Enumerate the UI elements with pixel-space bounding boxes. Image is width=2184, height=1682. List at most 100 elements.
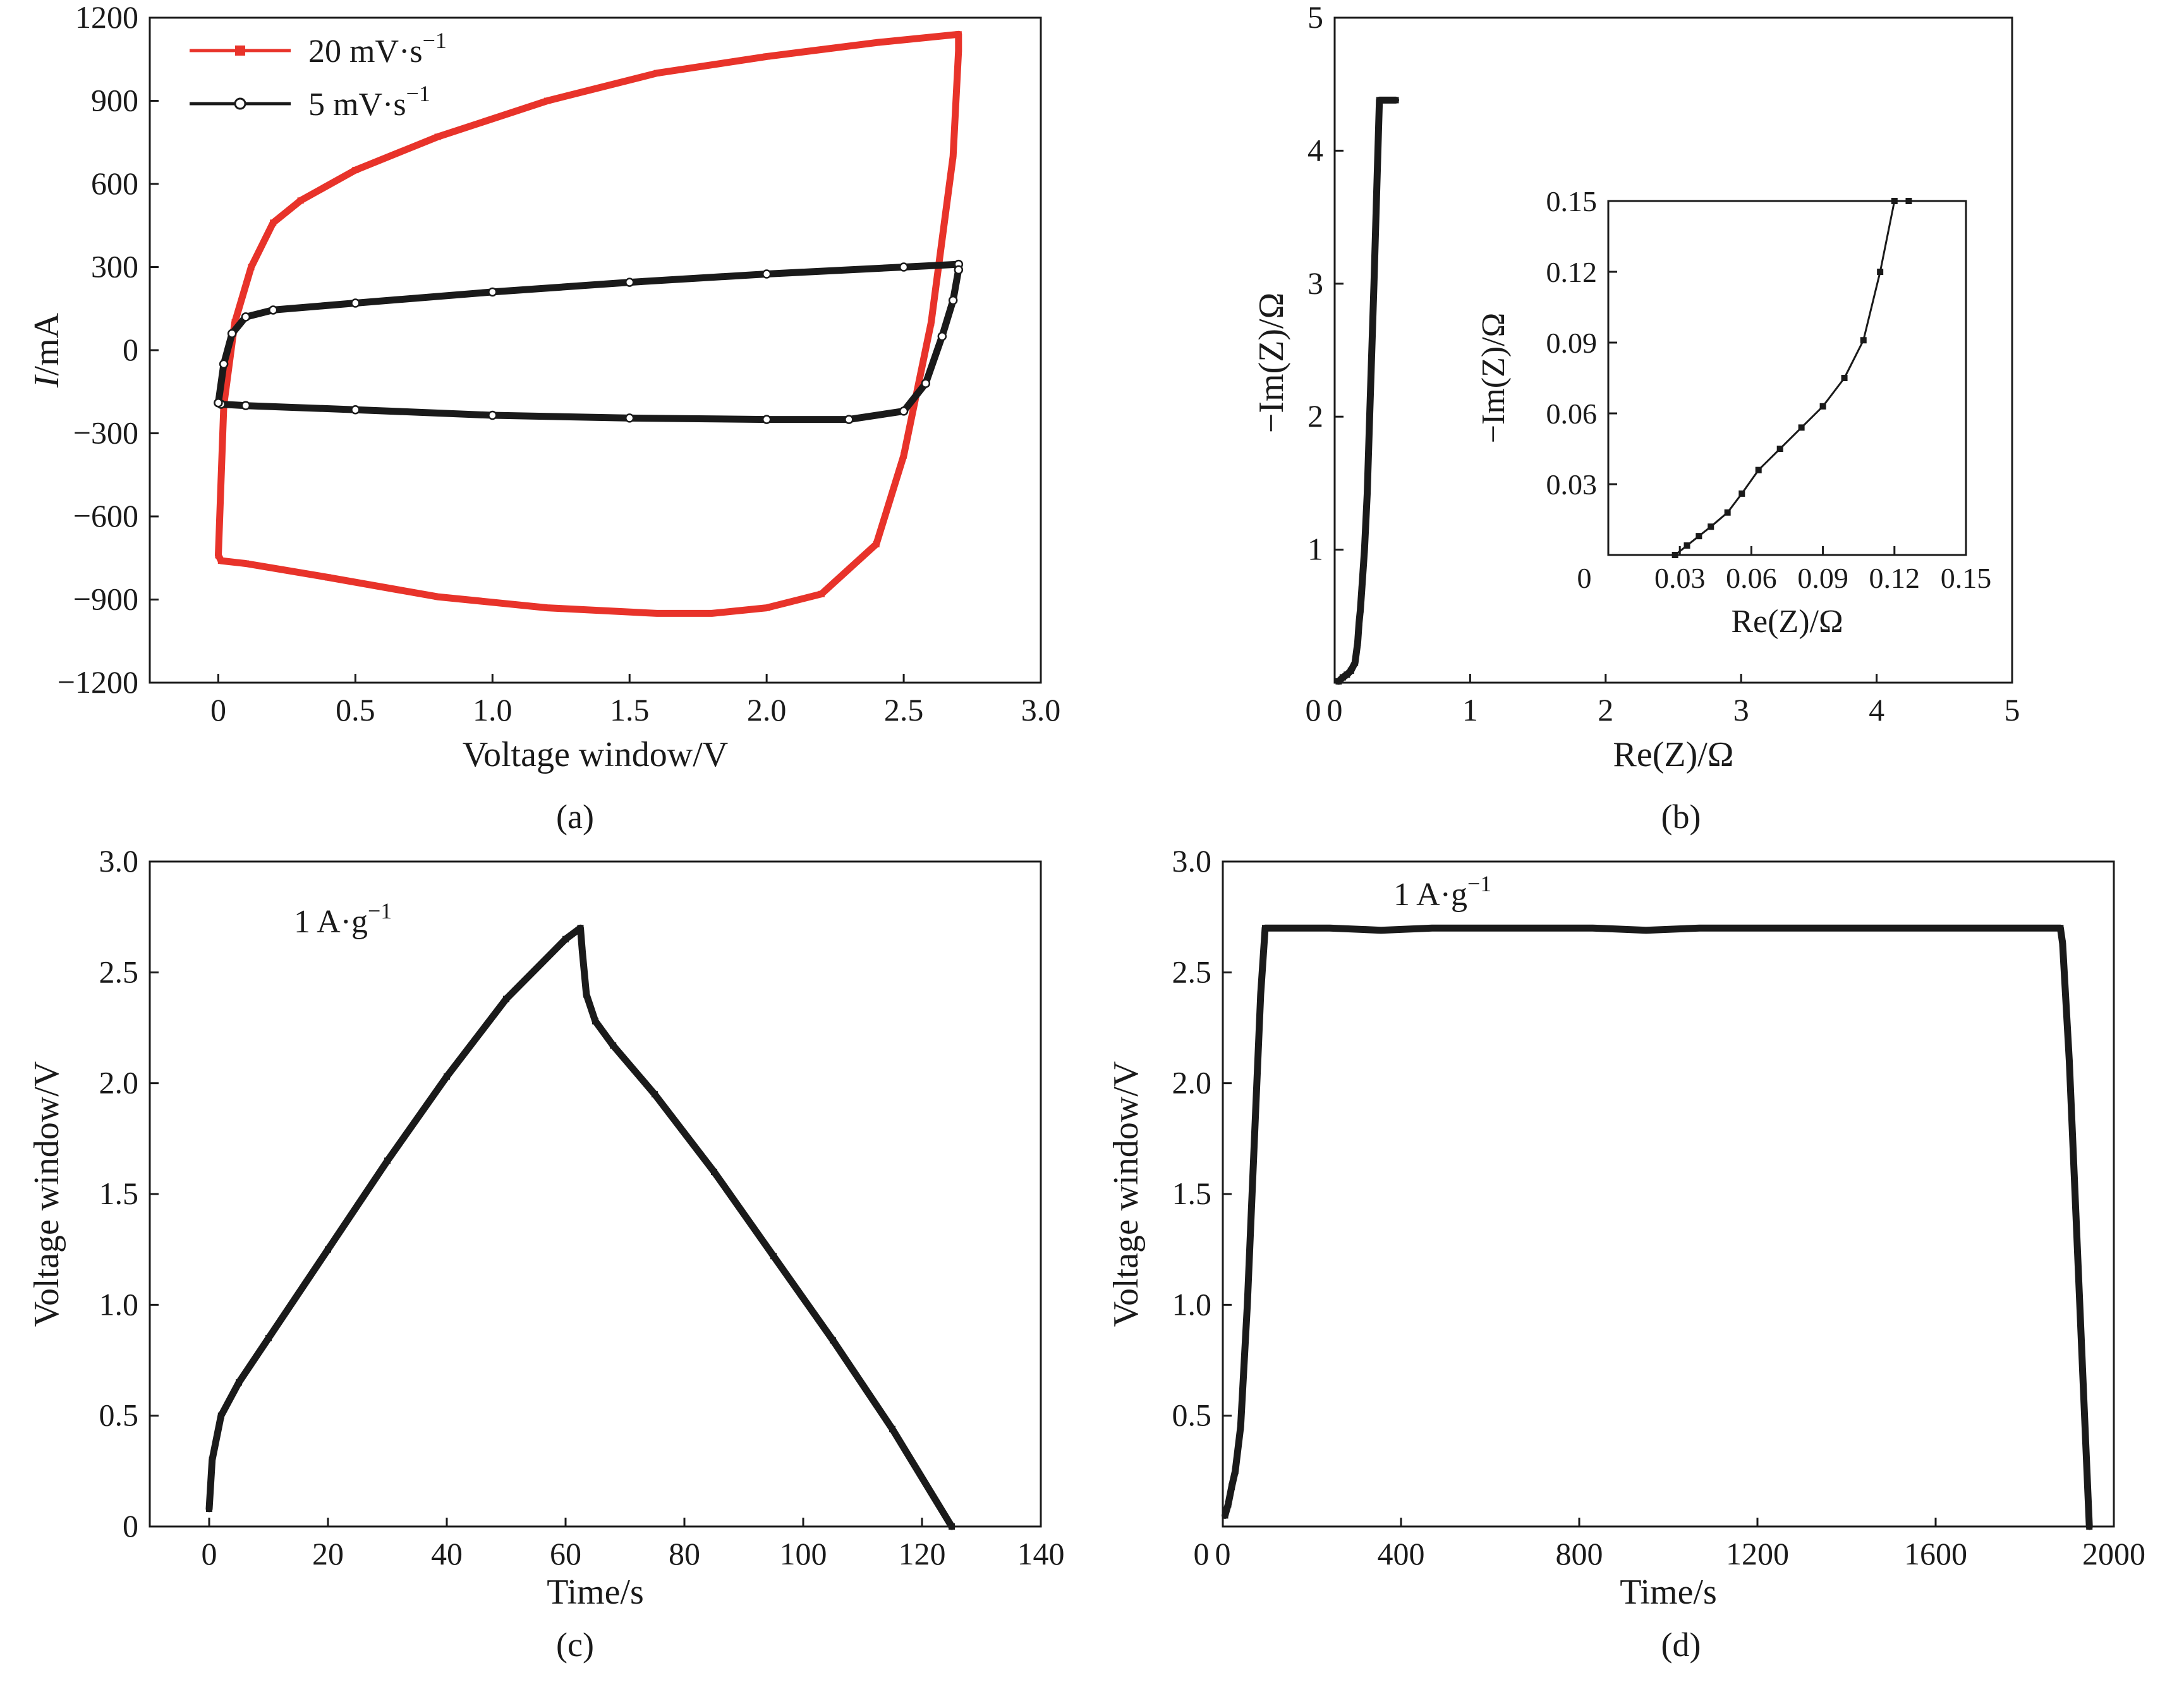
c-x-tick-label: 60 [550,1536,581,1571]
a-data-point [761,269,772,279]
a-data-point [763,53,770,60]
legend-entry: 5 mV·s−1 [308,81,430,123]
d-y-tick-label: 2.0 [1172,1065,1212,1100]
b-inset-y-tick-label: 0.03 [1546,468,1598,501]
panel-c-charge-discharge: 0 20 40 60 80 100 120 140 0 0.5 1.0 1.5 2.0 2.5 3.0 Tim… [27,843,1065,1664]
b-data-point [1361,546,1368,553]
legend-swatch-marker [234,97,246,110]
b-data-point [1366,406,1373,413]
c-current-density-annotation: 1 A·g−1 [294,898,392,940]
a-data-point [899,406,909,416]
a-y-tick-label: 300 [91,249,138,284]
a-data-point [219,359,229,369]
a-data-point [351,298,360,308]
d-data-point [1257,991,1264,998]
d-data-point [2086,1523,2093,1530]
a-y-tick-label: −300 [73,415,138,451]
d-y-tick-label: 1.0 [1172,1286,1212,1322]
c-y-tick-label: 2.5 [99,954,139,989]
a-x-tick-label: 2.5 [884,692,924,728]
b-data-point [1371,280,1378,287]
b-inset-y-tick-label: 0.12 [1546,256,1598,288]
c-data-point [592,1018,598,1025]
c-y-tick-label: 3.0 [99,843,139,879]
a-data-point [242,560,249,567]
d-data-point [1803,925,1810,932]
b-inset-x-axis-title: Re(Z)/Ω [1731,604,1843,640]
a-data-point [873,540,880,547]
b-inset-data-point [1819,403,1826,410]
b-y-axis-title: −Im(Z)/Ω [1252,293,1291,433]
b-inset-data-point [1684,542,1690,549]
b-inset-x-tick-label: 0.06 [1726,562,1777,594]
d-data-point [1244,1301,1251,1308]
d-frame [1222,860,2115,1528]
c-data-point [562,935,569,942]
a-data-point [937,331,947,341]
c-data-point [265,1334,272,1341]
b-origin-label: 0 [1306,692,1321,728]
c-current-density-annotation-main: 1 A·g [294,904,368,940]
legend-entry-main: 5 mV·s [308,87,406,123]
legend-entry-main: 20 mV·s [308,34,423,70]
d-x-tick-label: 800 [1556,1536,1603,1571]
a-data-point [624,413,634,423]
b-inset-data-point [1905,198,1912,204]
a-data-point [950,153,957,160]
c-y-tick-label: 2.0 [99,1065,139,1100]
d-data-point [1378,927,1385,934]
a-data-point [928,319,935,326]
b-series-line [1335,96,1399,685]
a-data-point [955,31,962,38]
legend-entry-superscript: −1 [423,28,447,53]
d-series-line [1222,924,2093,1530]
a-data-point [653,610,660,617]
d-data-point [1749,925,1756,932]
d-origin-label: 0 [1194,1536,1210,1571]
a-data-point [325,574,331,581]
a-data-point [544,97,551,104]
a-series-line [215,260,962,424]
d-data-point [1429,925,1436,932]
d-y-tick-label: 3.0 [1172,843,1212,879]
a-y-tick-label: −900 [73,582,138,617]
d-data-point [2073,1213,2080,1220]
b-inset-y-tick-label: 0.15 [1546,185,1598,217]
panel-d-charge-discharge-long: 0 400 800 1200 1600 2000 0.5 1.0 1.5 2.0 2.5 3.0 0 Ti… [1107,843,2145,1664]
a-data-point [544,604,551,611]
d-data-point [1237,1423,1244,1430]
d-data-point [1326,925,1333,932]
d-data-point [1482,925,1489,932]
b-inset-series-line [1674,200,1910,556]
b-inset-data-point [1841,375,1848,381]
b-inset-data-point [1671,552,1678,558]
a-data-point [214,398,223,408]
d-data-point [2057,925,2064,932]
b-inset-x-tick-label: 0.15 [1941,562,1992,594]
c-x-tick-label: 40 [431,1536,463,1571]
b-inset-y-axis-title: −Im(Z)/Ω [1476,313,1512,444]
d-data-point [1228,1483,1235,1490]
b-inset-x-tick-label: 0.09 [1797,562,1848,594]
b-data-point [1357,606,1364,613]
b-inset-data-point [1755,466,1762,473]
c-data-point [577,925,584,932]
panel-label: (a) [556,798,594,836]
a-data-point [231,319,238,326]
b-y-tick-label: 1 [1307,532,1323,567]
d-x-axis-title: Time/s [1620,1573,1717,1612]
a-data-point [241,401,251,410]
a-x-axis-title: Voltage window/V [463,735,729,774]
a-y-tick-label: 0 [123,332,138,367]
c-data-point [610,1042,617,1049]
b-data-point [1352,659,1359,666]
c-data-point [209,1456,215,1463]
d-data-point [1589,925,1596,932]
b-data-point [1376,97,1383,104]
a-data-point [248,264,255,271]
a-y-tick-label: 900 [91,83,138,118]
a-data-point [352,167,359,174]
b-data-point [1335,678,1342,685]
a-y-tick-label: −600 [73,498,138,533]
